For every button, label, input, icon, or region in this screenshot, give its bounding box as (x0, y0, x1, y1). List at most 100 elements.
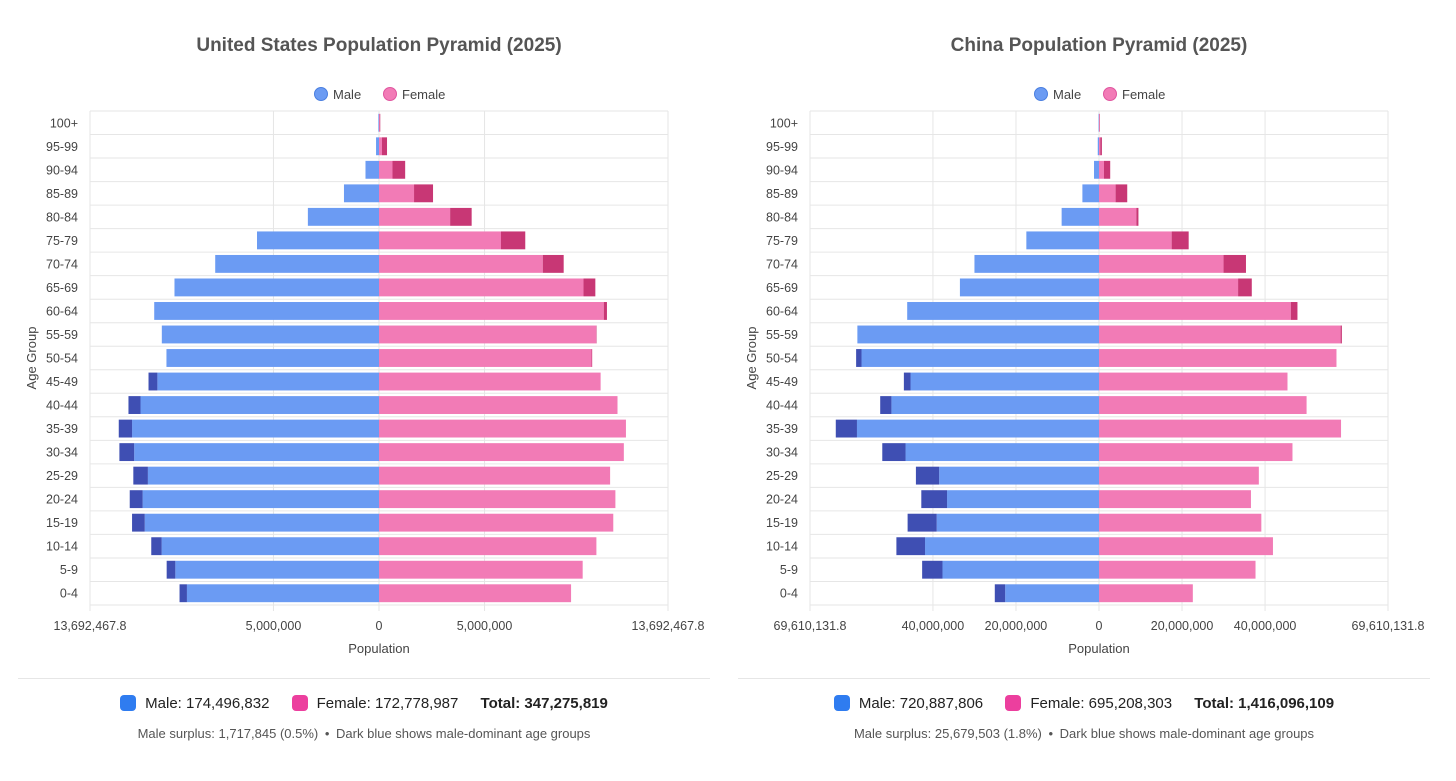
bar-male-surplus (915, 466, 940, 485)
china-note-text: Dark blue shows male-dominant age groups (1059, 726, 1315, 741)
y-axis-title: Age Group (24, 327, 39, 390)
y-tick-label: 50-54 (766, 352, 798, 366)
y-tick-label: 45-49 (46, 375, 78, 389)
bar-male (161, 537, 379, 556)
china-population-pyramid-chart: China Population Pyramid (2025) Male Femal… (744, 35, 1425, 656)
y-tick-label: 35-39 (46, 422, 78, 436)
us-male-total: Male: 174,496,832 (120, 695, 269, 712)
bar-female-surplus (1238, 278, 1252, 297)
y-axis-title: Age Group (744, 327, 759, 390)
china-male-total: Male: 720,887,806 (833, 695, 983, 712)
bar-female-surplus (1103, 160, 1111, 179)
bar-male (307, 207, 379, 226)
bar-male-surplus (166, 560, 176, 579)
y-tick-label: 40-44 (766, 399, 798, 413)
bar-female-surplus (414, 184, 434, 203)
bar-female (1099, 396, 1307, 414)
y-tick-label: 85-89 (46, 187, 78, 201)
bar-female-surplus (583, 278, 596, 297)
us-male-total-text: Male: 174,496,832 (145, 694, 270, 712)
y-tick-label: 70-74 (766, 257, 798, 271)
bar-female (1099, 137, 1101, 156)
bar-male-surplus (994, 584, 1006, 603)
bar-male (132, 419, 379, 438)
bar-male (1005, 584, 1099, 603)
bar-female-surplus (603, 302, 607, 320)
x-tick-label: 5,000,000 (457, 619, 513, 633)
y-tick-label: 25-29 (46, 469, 78, 483)
china-summary: Male: 720,887,806 Female: 695,208,303 To… (738, 694, 1430, 712)
bar-male (925, 537, 1099, 556)
bar-female (1099, 349, 1337, 367)
x-tick-label: 40,000,000 (1234, 619, 1297, 633)
chart-title: China Population Pyramid (2025) (951, 35, 1248, 56)
legend: Male Female (314, 87, 445, 102)
us-note-text: Dark blue shows male-dominant age groups (336, 726, 591, 741)
bar-male (166, 349, 379, 367)
y-tick-label: 5-9 (60, 563, 78, 577)
bar-female-surplus (542, 254, 564, 273)
bar-male (134, 443, 379, 462)
x-axis-title: Population (348, 641, 409, 656)
bar-male (939, 466, 1099, 485)
x-tick-label: 0 (376, 619, 383, 633)
bar-female-surplus (381, 137, 388, 156)
bar-male (154, 302, 379, 320)
bar-male-surplus (179, 584, 187, 603)
bar-female-surplus (1223, 254, 1246, 273)
bar-male (1097, 137, 1099, 156)
bar-female (1099, 160, 1104, 179)
y-tick-label: 65-69 (766, 281, 798, 295)
male-swatch-icon (120, 695, 137, 712)
bar-male (974, 254, 1099, 273)
bar-female (1099, 466, 1259, 485)
y-tick-label: 100+ (50, 116, 78, 130)
bar-male (942, 560, 1099, 579)
bar-female (379, 184, 415, 203)
bar-female-surplus (1136, 207, 1139, 226)
y-tick-label: 30-34 (766, 446, 798, 460)
bar-male (175, 560, 379, 579)
bar-female-surplus (591, 349, 593, 367)
bar-female (379, 372, 601, 391)
bar-male-surplus (922, 560, 943, 579)
bar-male-surplus (132, 513, 145, 532)
bar-male-surplus (882, 443, 906, 462)
bar-female (1099, 419, 1342, 438)
bar-male-surplus (148, 372, 158, 391)
legend-female-label: Female (1122, 87, 1165, 102)
bar-male (861, 349, 1099, 367)
chart-title: United States Population Pyramid (2025) (196, 35, 561, 56)
bar-male (1061, 207, 1099, 226)
bar-male (147, 466, 379, 485)
bar-male (936, 513, 1099, 532)
bar-female (379, 490, 616, 509)
bar-female-surplus (1100, 137, 1102, 156)
legend-male-marker (1034, 87, 1048, 101)
bar-female (1099, 584, 1193, 603)
bar-female-surplus (450, 207, 472, 226)
bar-female (379, 160, 393, 179)
y-tick-label: 15-19 (46, 516, 78, 530)
bar-female (1099, 254, 1224, 273)
bars (118, 113, 626, 603)
x-axis-title: Population (1068, 641, 1129, 656)
legend-female-marker (1103, 87, 1117, 101)
y-tick-label: 95-99 (766, 140, 798, 154)
female-swatch-icon (1005, 695, 1022, 712)
bar-female (1099, 443, 1293, 462)
bar-male (856, 419, 1099, 438)
bar-female (379, 537, 597, 556)
bar-male (376, 137, 379, 156)
y-tick-label: 30-34 (46, 446, 78, 460)
divider (738, 678, 1430, 679)
china-female-total-text: Female: 695,208,303 (1030, 694, 1173, 712)
bar-female (379, 349, 592, 367)
y-tick-label: 10-14 (766, 540, 798, 554)
bar-female (1099, 207, 1137, 226)
x-tick-label: 13,692,467.8 (54, 619, 127, 633)
bar-female-surplus (1171, 231, 1189, 250)
x-tick-label: 69,610,131.8 (1352, 619, 1425, 633)
us-pyramid-panel: United States Population Pyramid (2025) M… (18, 0, 718, 781)
